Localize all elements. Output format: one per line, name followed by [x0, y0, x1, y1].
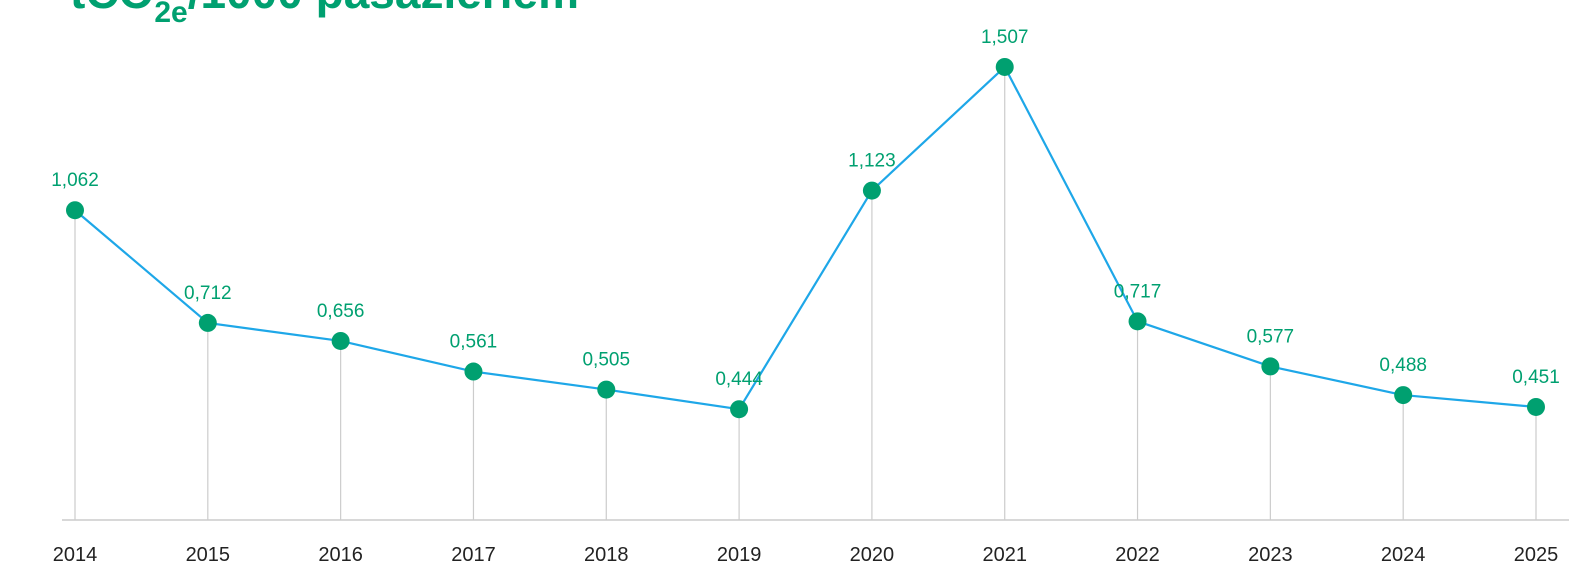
data-label: 0,444 [715, 369, 763, 390]
x-tick-label: 2014 [53, 544, 98, 562]
data-point [198, 313, 217, 332]
data-label: 0,451 [1512, 367, 1560, 388]
data-label: 1,507 [981, 27, 1029, 48]
data-label: 0,561 [450, 332, 498, 353]
x-tick-label: 2020 [850, 544, 895, 562]
chart-title: tCO2e/1000 pasažieriem [70, 0, 579, 29]
data-point [995, 57, 1014, 76]
x-tick-label: 2022 [1115, 544, 1160, 562]
data-point [1527, 397, 1545, 416]
data-point [1261, 357, 1280, 376]
data-point [1394, 386, 1413, 405]
title-rest: /1000 pasažieriem [188, 0, 579, 18]
title-sub: 2e [154, 0, 187, 29]
x-tick-label: 2016 [318, 544, 363, 562]
data-label: 1,062 [51, 170, 99, 191]
data-label: 0,717 [1114, 281, 1162, 302]
data-label: 0,656 [317, 301, 365, 322]
data-point [66, 201, 84, 220]
data-label: 0,712 [184, 283, 232, 304]
data-label: 0,577 [1247, 326, 1295, 347]
data-point [730, 400, 749, 419]
series-line [74, 65, 1537, 411]
x-tick-label: 2024 [1381, 544, 1426, 562]
x-tick-label: 2018 [584, 544, 629, 562]
data-label: 0,505 [582, 350, 630, 371]
data-point [1128, 312, 1147, 331]
x-tick-label: 2019 [717, 544, 762, 562]
data-point [464, 362, 483, 381]
x-tick-label: 2025 [1514, 544, 1559, 562]
x-tick-label: 2021 [982, 544, 1027, 562]
data-point [597, 380, 616, 399]
x-tick-label: 2023 [1248, 544, 1293, 562]
data-label: 0,488 [1379, 355, 1427, 376]
x-tick-label: 2017 [451, 544, 496, 562]
x-tick-label: 2015 [186, 544, 231, 562]
data-point [331, 331, 350, 350]
title-main: tCO [70, 0, 154, 18]
data-point [862, 181, 881, 200]
data-label: 1,123 [848, 151, 896, 172]
